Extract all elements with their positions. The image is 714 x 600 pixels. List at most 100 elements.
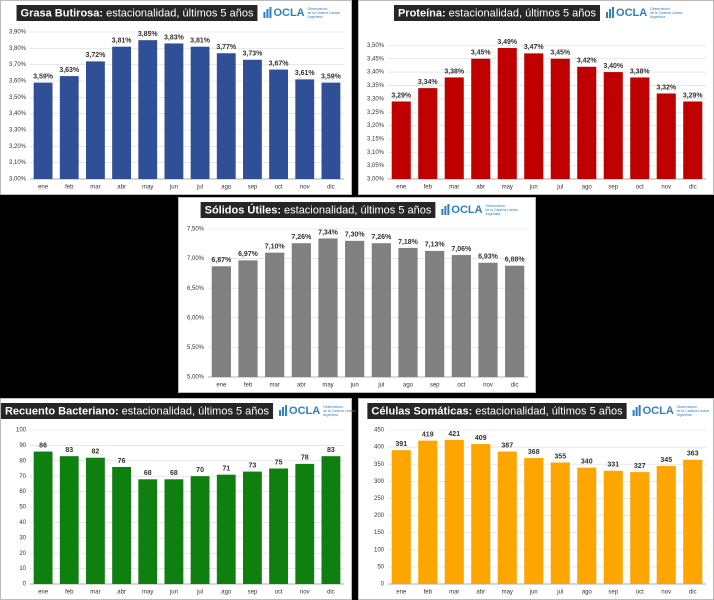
x-tick-label: ene bbox=[38, 590, 49, 596]
x-tick-label: jul bbox=[196, 185, 203, 191]
value-label: 71 bbox=[222, 466, 230, 473]
bar bbox=[683, 459, 703, 584]
x-tick-label: nov bbox=[483, 383, 493, 389]
x-tick-label: ene bbox=[396, 590, 407, 596]
x-tick-label: jun bbox=[350, 383, 359, 389]
value-label: 78 bbox=[301, 455, 309, 462]
bar bbox=[550, 58, 570, 179]
subtitle: estacionalidad, últimos 5 años bbox=[106, 7, 254, 19]
bar bbox=[190, 476, 210, 584]
bar bbox=[451, 255, 471, 377]
x-tick-label: dic bbox=[689, 590, 697, 596]
x-tick-label: may bbox=[502, 590, 513, 596]
x-tick-label: abr bbox=[117, 185, 126, 191]
y-tick-label: 6,00% bbox=[187, 315, 205, 321]
value-label: 7,34% bbox=[318, 229, 339, 236]
subtitle: estacionalidad, últimos 5 años bbox=[122, 405, 270, 417]
y-tick-label: 3,00% bbox=[9, 177, 27, 183]
x-tick-label: may bbox=[502, 185, 513, 191]
value-label: 76 bbox=[118, 458, 126, 465]
value-label: 345 bbox=[660, 457, 672, 464]
logo-country: Argentina bbox=[307, 15, 322, 19]
value-label: 3,59% bbox=[321, 73, 342, 80]
y-tick-label: 3,70% bbox=[9, 62, 27, 68]
value-label: 3,83% bbox=[164, 34, 185, 41]
value-label: 82 bbox=[92, 449, 100, 456]
y-tick-label: 3,40% bbox=[9, 111, 27, 117]
value-label: 3,29% bbox=[391, 92, 412, 99]
y-tick-label: 90 bbox=[19, 443, 26, 449]
y-tick-label: 450 bbox=[374, 428, 385, 434]
logo-icon bbox=[282, 407, 285, 416]
title-bold: Grasa Butirosa: bbox=[21, 7, 104, 19]
bar bbox=[418, 440, 438, 584]
chart-panel: 3,00% 3,10% 3,20% 3,30% 3,40% 3,50% 3,60% 3,70%… bbox=[0, 0, 352, 195]
x-tick-label: oct bbox=[636, 185, 644, 191]
logo-tagline: Observatorio bbox=[677, 405, 697, 409]
bar bbox=[112, 466, 132, 584]
x-tick-label: sep bbox=[248, 185, 258, 191]
subtitle: estacionalidad, últimos 5 años bbox=[449, 7, 597, 19]
bar bbox=[550, 462, 570, 584]
x-tick-label: dic bbox=[327, 590, 335, 596]
y-tick-label: 200 bbox=[374, 513, 385, 519]
y-tick-label: 10 bbox=[19, 566, 26, 572]
y-tick-label: 50 bbox=[377, 564, 384, 570]
title-bold: Proteína: bbox=[398, 7, 446, 19]
y-tick-label: 3,20% bbox=[367, 123, 385, 129]
value-label: 3,77% bbox=[216, 44, 237, 51]
x-tick-label: oct bbox=[275, 185, 283, 191]
x-tick-label: dic bbox=[511, 383, 519, 389]
logo-icon bbox=[444, 206, 447, 215]
y-tick-label: 3,40% bbox=[367, 70, 385, 76]
bar bbox=[603, 72, 623, 179]
y-tick-label: 3,60% bbox=[9, 79, 27, 85]
title-box bbox=[0, 403, 274, 419]
x-tick-label: may bbox=[142, 590, 153, 596]
title-bold: Células Somáticas: bbox=[371, 405, 472, 417]
logo-icon bbox=[279, 410, 282, 416]
value-label: 7,18% bbox=[398, 239, 419, 246]
y-tick-label: 3,35% bbox=[367, 83, 385, 89]
y-tick-label: 80 bbox=[19, 458, 26, 464]
value-label: 3,47% bbox=[524, 44, 545, 51]
value-label: 6,97% bbox=[238, 251, 259, 258]
bar bbox=[59, 76, 79, 179]
x-tick-label: mar bbox=[90, 185, 100, 191]
bar bbox=[577, 66, 597, 179]
logo-name: OCLA bbox=[289, 405, 320, 417]
bar bbox=[577, 467, 597, 584]
y-tick-label: 5,00% bbox=[187, 375, 205, 381]
value-label: 7,26% bbox=[371, 234, 392, 241]
logo-icon bbox=[263, 12, 266, 18]
x-tick-label: abr bbox=[297, 383, 306, 389]
bar bbox=[138, 40, 158, 179]
bar bbox=[524, 53, 544, 179]
y-tick-label: 100 bbox=[16, 428, 27, 434]
value-label: 3,32% bbox=[656, 84, 677, 91]
x-tick-label: ene bbox=[396, 185, 407, 191]
chart-title: Células Somáticas: estacionalidad, último… bbox=[371, 405, 623, 417]
x-tick-label: nov bbox=[300, 185, 310, 191]
x-tick-label: ago bbox=[582, 590, 593, 596]
x-tick-label: jun bbox=[169, 185, 178, 191]
value-label: 3,38% bbox=[630, 68, 651, 75]
value-label: 70 bbox=[196, 467, 204, 474]
bar bbox=[630, 472, 650, 584]
bar bbox=[478, 262, 498, 377]
chart-panel: 3,00% 3,05% 3,10% 3,15% 3,20% 3,25% 3,30% 3,35%… bbox=[358, 0, 714, 195]
y-tick-label: 3,30% bbox=[9, 128, 27, 134]
x-tick-label: jul bbox=[196, 590, 203, 596]
bar bbox=[524, 458, 544, 584]
value-label: 331 bbox=[607, 462, 619, 469]
y-tick-label: 40 bbox=[19, 520, 26, 526]
chart-title: Grasa Butirosa: estacionalidad, últimos 5… bbox=[21, 7, 254, 19]
logo-country: Argentina bbox=[650, 15, 665, 19]
x-tick-label: nov bbox=[661, 590, 671, 596]
x-tick-label: feb bbox=[65, 185, 74, 191]
value-label: 368 bbox=[528, 449, 540, 456]
bar bbox=[164, 43, 184, 179]
